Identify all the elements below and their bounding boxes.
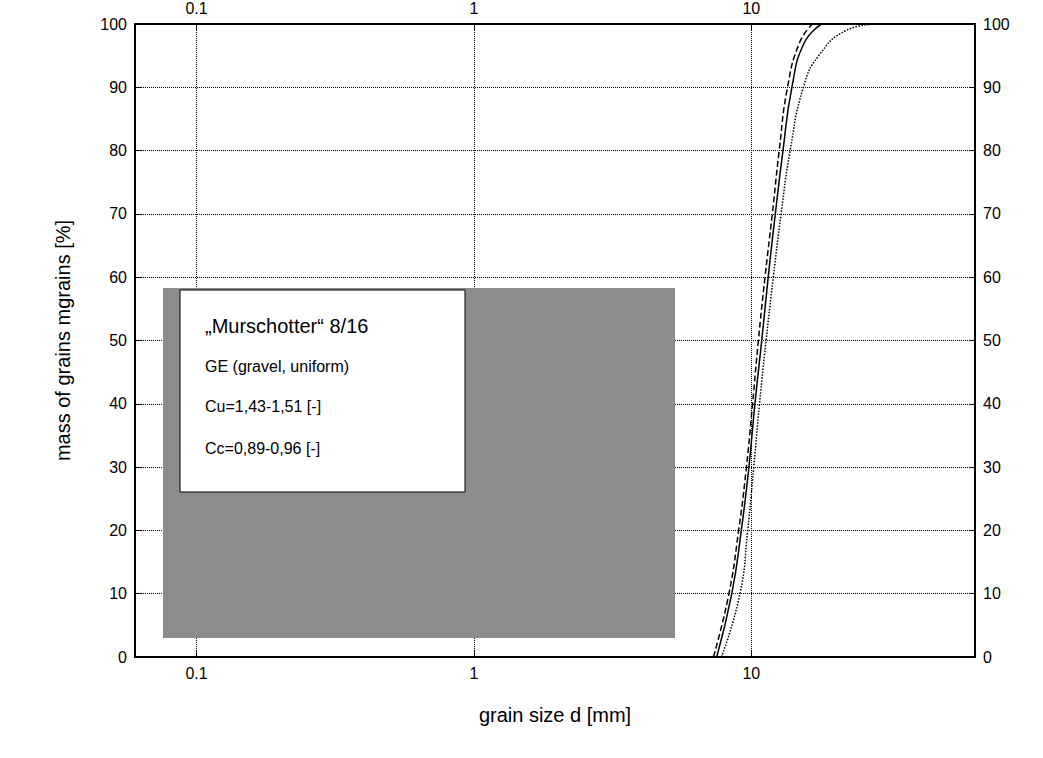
svg-text:mass of grains mgrains [%]: mass of grains mgrains [%] bbox=[52, 220, 74, 461]
svg-text:0: 0 bbox=[983, 649, 992, 666]
svg-text:60: 60 bbox=[109, 269, 127, 286]
svg-text:90: 90 bbox=[109, 79, 127, 96]
svg-text:1: 1 bbox=[469, 665, 478, 682]
svg-text:30: 30 bbox=[983, 459, 1001, 476]
svg-text:90: 90 bbox=[983, 79, 1001, 96]
svg-text:40: 40 bbox=[109, 395, 127, 412]
svg-text:50: 50 bbox=[983, 332, 1001, 349]
svg-text:10: 10 bbox=[983, 585, 1001, 602]
svg-text:30: 30 bbox=[109, 459, 127, 476]
svg-text:50: 50 bbox=[109, 332, 127, 349]
svg-text:10: 10 bbox=[109, 585, 127, 602]
svg-text:1: 1 bbox=[469, 0, 478, 17]
svg-text:10: 10 bbox=[742, 0, 760, 17]
svg-text:70: 70 bbox=[983, 205, 1001, 222]
svg-text:80: 80 bbox=[983, 142, 1001, 159]
svg-text:„Murschotter“ 8/16: „Murschotter“ 8/16 bbox=[205, 315, 368, 337]
svg-text:60: 60 bbox=[983, 269, 1001, 286]
svg-text:100: 100 bbox=[100, 16, 127, 33]
svg-text:Cu=1,43-1,51 [-]: Cu=1,43-1,51 [-] bbox=[205, 398, 321, 415]
svg-text:20: 20 bbox=[109, 522, 127, 539]
svg-text:80: 80 bbox=[109, 142, 127, 159]
svg-text:Cc=0,89-0,96 [-]: Cc=0,89-0,96 [-] bbox=[205, 440, 320, 457]
svg-text:10: 10 bbox=[742, 665, 760, 682]
svg-text:grain size d [mm]: grain size d [mm] bbox=[479, 704, 631, 726]
svg-text:40: 40 bbox=[983, 395, 1001, 412]
svg-text:0: 0 bbox=[118, 649, 127, 666]
svg-text:100: 100 bbox=[983, 16, 1010, 33]
svg-text:0.1: 0.1 bbox=[185, 0, 207, 17]
svg-text:70: 70 bbox=[109, 205, 127, 222]
svg-text:0.1: 0.1 bbox=[185, 665, 207, 682]
svg-text:20: 20 bbox=[983, 522, 1001, 539]
svg-text:GE (gravel, uniform): GE (gravel, uniform) bbox=[205, 358, 349, 375]
